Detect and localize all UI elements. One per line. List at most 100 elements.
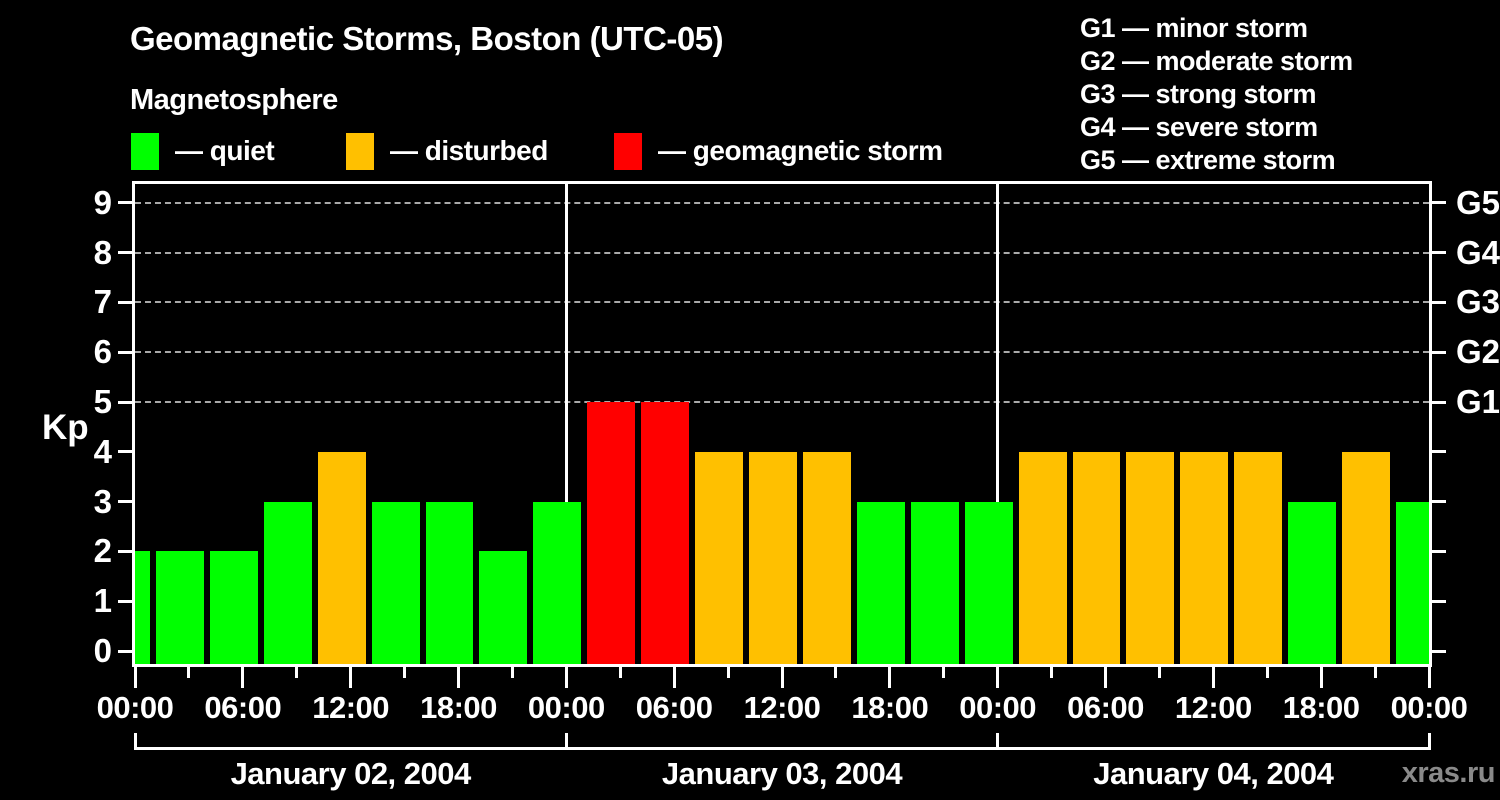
x-tick-minor [1373, 667, 1377, 678]
right-axis-label-g3: G3 [1456, 283, 1500, 321]
x-tick-minor [726, 667, 730, 678]
x-tick-major [1104, 667, 1107, 688]
y-tick-left [118, 649, 132, 653]
kp-bar [1288, 501, 1337, 664]
x-tick-label: 06:00 [1067, 690, 1144, 725]
x-tick-minor [1265, 667, 1269, 678]
kp-bar [1342, 451, 1391, 664]
x-tick-major [457, 667, 460, 688]
y-tick-left [118, 400, 132, 404]
kp-bar [1180, 451, 1229, 664]
kp-bar [209, 551, 258, 664]
x-tick-label: 06:00 [635, 690, 713, 725]
gridline-kp8 [135, 251, 1429, 254]
x-tick-label: 12:00 [743, 690, 821, 725]
day-boundary-line [996, 184, 1000, 664]
x-tick-label: 00:00 [96, 690, 174, 725]
y-tick-label: 6 [93, 333, 112, 371]
y-tick-right [1432, 450, 1446, 454]
x-tick-minor [295, 667, 299, 678]
day-bracket-tick [133, 733, 137, 750]
x-tick-major [1211, 667, 1215, 688]
date-label: January 04, 2004 [1093, 756, 1334, 791]
x-tick-major [1427, 667, 1431, 688]
y-tick-left [118, 450, 132, 454]
g1-legend-line: G1 — minor storm [1080, 13, 1308, 43]
g5-legend-line: G5 — extreme storm [1080, 145, 1336, 175]
kp-bar [533, 501, 582, 664]
g2-legend-line: G2 — moderate storm [1080, 46, 1353, 76]
y-tick-right [1432, 599, 1446, 603]
x-tick-label: 12:00 [312, 690, 390, 725]
y-tick-label: 1 [93, 582, 112, 620]
y-tick-right [1432, 400, 1446, 404]
kp-bar [749, 451, 797, 664]
x-tick-major [996, 667, 1000, 688]
legend-label: — geomagnetic storm [658, 135, 943, 166]
y-tick-left [118, 350, 132, 354]
day-boundary-line [564, 184, 568, 664]
y-tick-right [1432, 350, 1446, 354]
x-tick-label: 12:00 [1174, 690, 1252, 725]
kp-bar [695, 451, 744, 664]
legend-item-storm: — geomagnetic storm [614, 132, 943, 170]
y-tick-right [1432, 649, 1446, 653]
x-tick-label: 00:00 [959, 690, 1037, 725]
x-tick-minor [1157, 667, 1161, 678]
x-tick-label: 18:00 [420, 690, 497, 725]
right-axis-label-g1: G1 [1456, 383, 1500, 420]
y-tick-label: 3 [93, 482, 112, 520]
g4-legend-line: G4 — severe storm [1080, 112, 1318, 142]
kp-bar [1126, 451, 1175, 664]
legend-item-disturbed: — disturbed [346, 132, 548, 170]
kp-bar [371, 501, 420, 664]
storm-scale-legend: G1 — minor storm G2 — moderate storm G3 … [1080, 12, 1353, 177]
x-tick-label: 18:00 [1282, 690, 1360, 725]
y-tick-left [118, 300, 132, 304]
x-tick-major [1319, 667, 1323, 688]
legend-label: — disturbed [390, 135, 548, 166]
x-tick-major [564, 667, 568, 688]
kp-bar [263, 501, 312, 664]
gridline-kp5 [135, 401, 1429, 403]
kp-bar [317, 451, 366, 664]
x-tick-major [349, 667, 353, 688]
kp-bar [1234, 451, 1283, 664]
y-tick-label: 8 [93, 233, 112, 271]
y-tick-left [118, 500, 132, 504]
y-axis-title: Kp [42, 408, 89, 447]
kp-bar [964, 501, 1013, 664]
g3-legend-line: G3 — strong storm [1080, 79, 1317, 109]
plot-area [132, 181, 1432, 667]
gridline-kp7 [135, 301, 1429, 304]
y-tick-right [1432, 201, 1446, 205]
y-tick-label: 2 [93, 532, 112, 570]
day-bracket-tick [1427, 733, 1431, 750]
legend-item-quiet: — quiet [131, 132, 275, 170]
y-tick-label: 4 [93, 432, 112, 470]
y-tick-label: 0 [93, 632, 112, 669]
kp-bar [587, 402, 636, 664]
kp-bar [1396, 501, 1429, 664]
kp-bar [1072, 451, 1121, 664]
gridline-kp6 [135, 351, 1429, 354]
right-axis-label-g4: G4 [1456, 233, 1500, 271]
y-tick-label: 9 [93, 183, 112, 221]
x-tick-label: 00:00 [1390, 690, 1468, 725]
kp-bar [155, 551, 204, 664]
magnetosphere-subtitle: Magnetosphere [130, 84, 338, 116]
x-tick-minor [187, 667, 191, 678]
x-tick-label: 18:00 [851, 690, 929, 725]
disturbed-color-swatch [346, 132, 374, 170]
x-tick-major [672, 667, 676, 688]
watermark: xras.ru [1401, 757, 1496, 789]
kp-bar [425, 501, 474, 664]
y-tick-left [118, 201, 132, 205]
date-label: January 02, 2004 [230, 756, 472, 791]
y-tick-left [118, 251, 132, 255]
y-tick-right [1432, 549, 1446, 553]
x-tick-major [241, 667, 245, 688]
y-tick-right [1432, 300, 1446, 304]
kp-bar [910, 501, 959, 664]
